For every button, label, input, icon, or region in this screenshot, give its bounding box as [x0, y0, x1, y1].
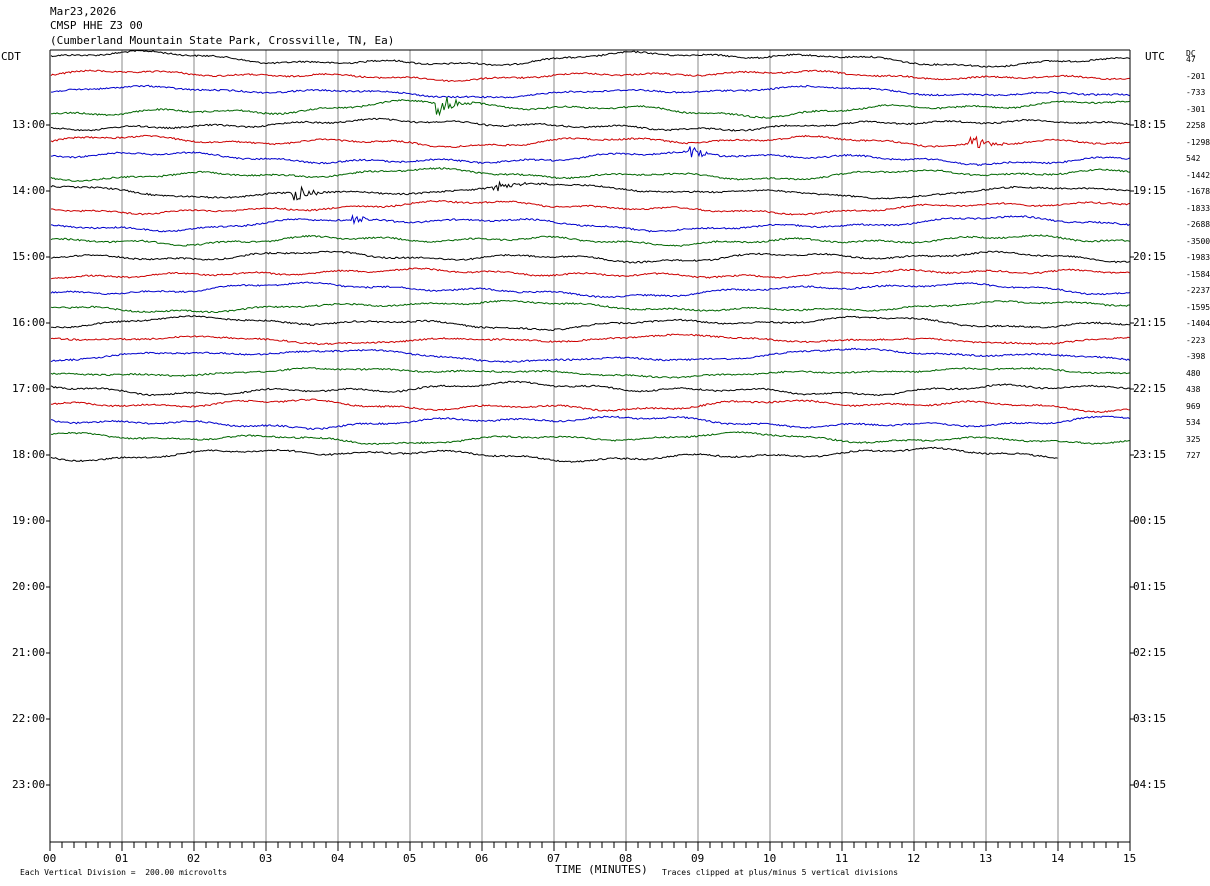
hour-label-cdt: 20:00 [12, 580, 46, 593]
x-tick-label: 03 [259, 852, 273, 865]
hour-label-utc: 03:15 [1133, 712, 1167, 725]
hour-label-cdt: 14:00 [12, 184, 46, 197]
dc-offset-label: -733 [1186, 88, 1206, 97]
left-axis-label: CDT [1, 50, 21, 63]
hour-label-utc: 02:15 [1133, 646, 1167, 659]
dc-offset-label: 480 [1186, 368, 1201, 378]
x-tick-label: 02 [187, 852, 201, 865]
dc-offset-label: -1298 [1186, 137, 1210, 147]
dc-offset-label: -1983 [1186, 253, 1210, 262]
dc-offset-label: -3500 [1186, 236, 1210, 246]
dc-offset-label: 2258 [1186, 121, 1206, 130]
hour-label-cdt: 18:00 [12, 448, 46, 461]
x-tick-label: 09 [691, 852, 705, 865]
dc-offset-label: 542 [1186, 154, 1201, 163]
dc-offset-label: -398 [1186, 352, 1206, 361]
hour-label-cdt: 22:00 [12, 712, 46, 725]
seismic-trace [50, 146, 1130, 167]
x-tick-label: 13 [979, 852, 993, 865]
x-tick-label: 07 [547, 852, 561, 865]
header-station: CMSP HHE Z3 00 [50, 19, 143, 32]
dc-offset-label: -2237 [1186, 286, 1210, 295]
x-tick-label: 04 [331, 852, 345, 865]
dc-offset-label: -1404 [1186, 319, 1210, 328]
hour-label-utc: 23:15 [1133, 448, 1167, 461]
seismic-trace [50, 200, 1130, 216]
seismic-trace [50, 431, 1130, 446]
seismic-trace [50, 117, 1130, 132]
seismic-trace [50, 97, 1130, 119]
seismic-trace [50, 267, 1130, 280]
hour-label-utc: 00:15 [1133, 514, 1167, 527]
hour-label-utc: 20:15 [1133, 250, 1167, 263]
x-tick-label: 11 [835, 852, 849, 865]
seismic-trace [50, 180, 1130, 201]
footer-clip-note: Traces clipped at plus/minus 5 vertical … [662, 868, 899, 877]
seismic-trace [51, 315, 1130, 332]
seismic-trace [50, 366, 1130, 379]
x-tick-label: 12 [907, 852, 921, 865]
hour-label-utc: 01:15 [1133, 580, 1167, 593]
dc-offset-label: 438 [1186, 385, 1201, 394]
seismic-trace [50, 380, 1130, 397]
dc-offset-label: 534 [1186, 418, 1201, 427]
dc-offset-label: -301 [1186, 104, 1206, 114]
seismic-trace [50, 299, 1130, 314]
seismic-trace [50, 69, 1130, 83]
x-tick-label: 10 [763, 852, 777, 865]
seismic-trace [50, 446, 1058, 463]
x-tick-label: 15 [1123, 852, 1137, 865]
seismic-trace [50, 134, 1130, 149]
seismic-trace [50, 250, 1130, 264]
seismic-trace [50, 166, 1130, 182]
x-axis-title: TIME (MINUTES) [555, 863, 648, 876]
dc-label: DC [1186, 49, 1196, 58]
seismic-trace [50, 49, 1130, 68]
dc-offset-label: 969 [1186, 401, 1201, 411]
hour-label-cdt: 17:00 [12, 382, 46, 395]
seismic-trace [50, 415, 1130, 431]
dc-offset-label: -1584 [1186, 269, 1210, 279]
dc-offset-label: -1595 [1186, 302, 1210, 312]
hour-label-utc: 04:15 [1133, 778, 1167, 791]
dc-offset-label: -223 [1186, 335, 1206, 345]
hour-label-cdt: 19:00 [12, 514, 46, 527]
hour-label-cdt: 16:00 [12, 316, 46, 329]
seismic-trace [50, 281, 1130, 299]
dc-offset-label: -1442 [1186, 170, 1210, 180]
seismic-trace [50, 213, 1130, 233]
hour-label-cdt: 23:00 [12, 778, 46, 791]
x-tick-label: 14 [1051, 852, 1065, 865]
hour-label-cdt: 21:00 [12, 646, 46, 659]
x-tick-label: 01 [115, 852, 129, 865]
hour-label-cdt: 15:00 [12, 250, 46, 263]
seismic-trace [51, 84, 1130, 99]
x-tick-label: 05 [403, 852, 417, 865]
dc-offset-label: -201 [1186, 71, 1206, 81]
hour-label-utc: 19:15 [1133, 184, 1167, 197]
dc-offset-label: 727 [1186, 451, 1201, 460]
seismic-trace [50, 333, 1130, 346]
seismic-trace [50, 234, 1130, 247]
x-tick-label: 06 [475, 852, 489, 865]
footer-vertical-division: Each Vertical Division = 200.00 microvol… [20, 868, 228, 877]
header-date: Mar23,2026 [50, 5, 117, 18]
x-tick-label: 00 [43, 852, 57, 865]
right-axis-label: UTC [1145, 50, 1165, 63]
dc-offset-label: -1678 [1186, 187, 1210, 196]
dc-offset-label: -1833 [1186, 203, 1210, 213]
header-location: (Cumberland Mountain State Park, Crossvi… [50, 34, 395, 47]
dc-offset-label: -2688 [1186, 220, 1210, 229]
dc-offset-label: 47 [1186, 55, 1196, 64]
seismic-trace [50, 347, 1130, 363]
seismic-trace [51, 398, 1130, 414]
hour-label-utc: 21:15 [1133, 316, 1167, 329]
hour-label-utc: 22:15 [1133, 382, 1167, 395]
hour-label-cdt: 13:00 [12, 118, 46, 131]
x-tick-label: 08 [619, 852, 633, 865]
hour-label-utc: 18:15 [1133, 118, 1167, 131]
dc-offset-label: 325 [1186, 434, 1201, 444]
